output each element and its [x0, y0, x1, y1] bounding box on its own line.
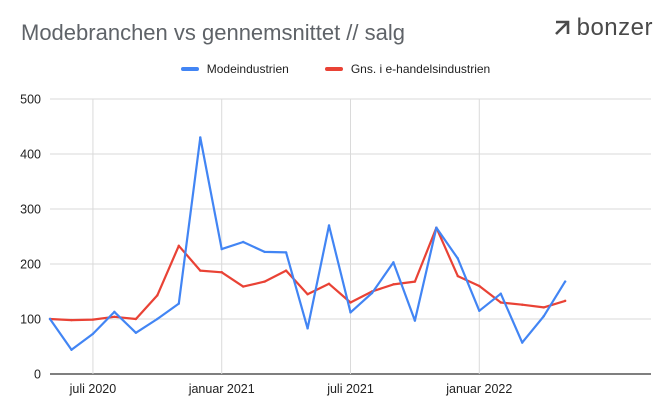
data-point — [220, 247, 223, 251]
legend-label: Gns. i e-handelsindustrien — [350, 62, 491, 76]
data-point — [392, 283, 395, 286]
brand-logo: bonzer — [553, 14, 653, 42]
legend-item-e-handel: Gns. i e-handelsindustrien — [324, 62, 491, 76]
data-point — [327, 224, 331, 227]
legend-label: Modeindustrien — [206, 62, 289, 76]
data-point — [521, 341, 524, 344]
data-point — [327, 282, 331, 285]
legend-item-modeindustrien: Modeindustrien — [180, 62, 289, 76]
logo-text: bonzer — [576, 14, 653, 41]
data-point — [349, 301, 352, 304]
y-tick-label: 100 — [20, 313, 41, 327]
data-point — [478, 309, 481, 312]
data-point — [199, 269, 202, 272]
data-point — [563, 280, 567, 283]
data-point — [478, 284, 481, 288]
data-point — [156, 294, 159, 297]
data-point — [70, 318, 73, 322]
legend-swatch-red — [324, 67, 343, 71]
data-point — [91, 318, 95, 321]
data-point — [370, 291, 374, 295]
x-tick-label: juli 2021 — [326, 382, 374, 396]
data-point — [521, 303, 524, 306]
grid — [50, 98, 651, 375]
y-tick-label: 200 — [20, 258, 41, 272]
data-point — [284, 251, 288, 254]
data-point — [542, 306, 545, 309]
data-point — [156, 317, 159, 321]
data-point — [263, 250, 266, 254]
data-point — [392, 261, 395, 264]
x-tick-labels: juli 2020 januar 2021 juli 2021 januar 2022 — [69, 382, 513, 396]
data-point — [113, 315, 116, 318]
data-point — [91, 332, 95, 336]
data-point — [306, 327, 309, 330]
y-tick-labels: 0 100 200 300 400 500 — [20, 93, 41, 382]
data-point — [413, 319, 417, 322]
data-point — [349, 311, 352, 314]
arrow-corner-icon — [554, 20, 569, 35]
data-point — [199, 136, 202, 139]
data-point — [499, 292, 502, 295]
data-point — [284, 269, 288, 272]
data-point — [306, 293, 309, 296]
data-point — [177, 302, 180, 305]
data-point — [499, 301, 502, 304]
data-point — [563, 299, 567, 303]
y-tick-label: 400 — [20, 148, 41, 162]
data-point — [456, 257, 460, 260]
series-line-e-handel — [48, 226, 567, 322]
data-point — [542, 315, 545, 318]
data-point — [220, 271, 223, 274]
data-point — [241, 240, 245, 244]
data-point — [241, 285, 245, 288]
data-point — [263, 280, 266, 283]
series — [48, 136, 567, 351]
legend: Modeindustrien Gns. i e-handelsindustrie… — [0, 62, 671, 76]
data-point — [456, 274, 460, 278]
data-point — [177, 244, 180, 248]
chart-title: Modebranchen vs gennemsnittet // salg — [21, 20, 406, 45]
data-point — [134, 331, 138, 334]
x-tick-label: juli 2020 — [69, 382, 117, 396]
y-tick-label: 300 — [20, 203, 41, 217]
data-point — [413, 280, 417, 283]
data-point — [435, 226, 438, 229]
data-point — [70, 348, 73, 351]
data-point — [48, 317, 52, 321]
x-tick-label: januar 2021 — [188, 382, 255, 396]
x-tick-label: januar 2022 — [445, 382, 512, 396]
y-tick-label: 0 — [34, 368, 41, 382]
y-tick-label: 500 — [20, 93, 41, 107]
legend-swatch-blue — [180, 67, 199, 71]
data-point — [113, 310, 116, 314]
data-point — [134, 317, 138, 321]
